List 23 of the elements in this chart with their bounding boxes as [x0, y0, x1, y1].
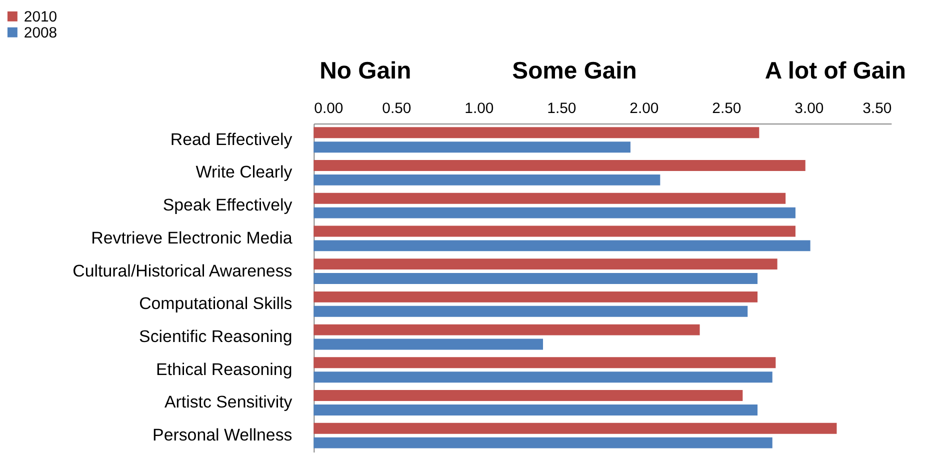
text: A lot of Gain — [764, 58, 906, 85]
y-tick-label: Revtrieve Electronic Media — [91, 228, 293, 248]
y-tick-label: Scientific Reasoning — [139, 327, 292, 346]
text: Some Gain — [512, 58, 637, 85]
legend-label: 2008 — [24, 24, 58, 42]
text: No Gain — [320, 58, 412, 85]
y-tick-label: Computational Skills — [139, 294, 292, 314]
y-tick-label: Write Clearly — [196, 162, 293, 182]
y-tick-label: Speak Effectively — [162, 196, 293, 215]
y-tick-label: Read Effectively — [170, 130, 293, 149]
x-tick-label: 0.50 — [382, 100, 412, 117]
x-tick-label: 0.00 — [314, 100, 344, 117]
y-tick-label: Cultural/Historical Awareness — [72, 261, 292, 280]
x-tick-label: 2.50 — [712, 100, 742, 117]
x-tick-label: 2.00 — [630, 100, 659, 117]
y-tick-label: Artistc Sensitivity — [164, 392, 293, 412]
x-tick-label: 1.50 — [547, 100, 576, 117]
x-tick-label: 3.50 — [862, 100, 892, 117]
x-tick-label: 3.00 — [794, 100, 824, 117]
legend-label: 2010 — [24, 8, 58, 26]
x-tick-label: 1.00 — [464, 100, 494, 117]
y-tick-label: Personal Wellness — [152, 426, 292, 445]
y-tick-label: Ethical Reasoning — [156, 360, 292, 379]
